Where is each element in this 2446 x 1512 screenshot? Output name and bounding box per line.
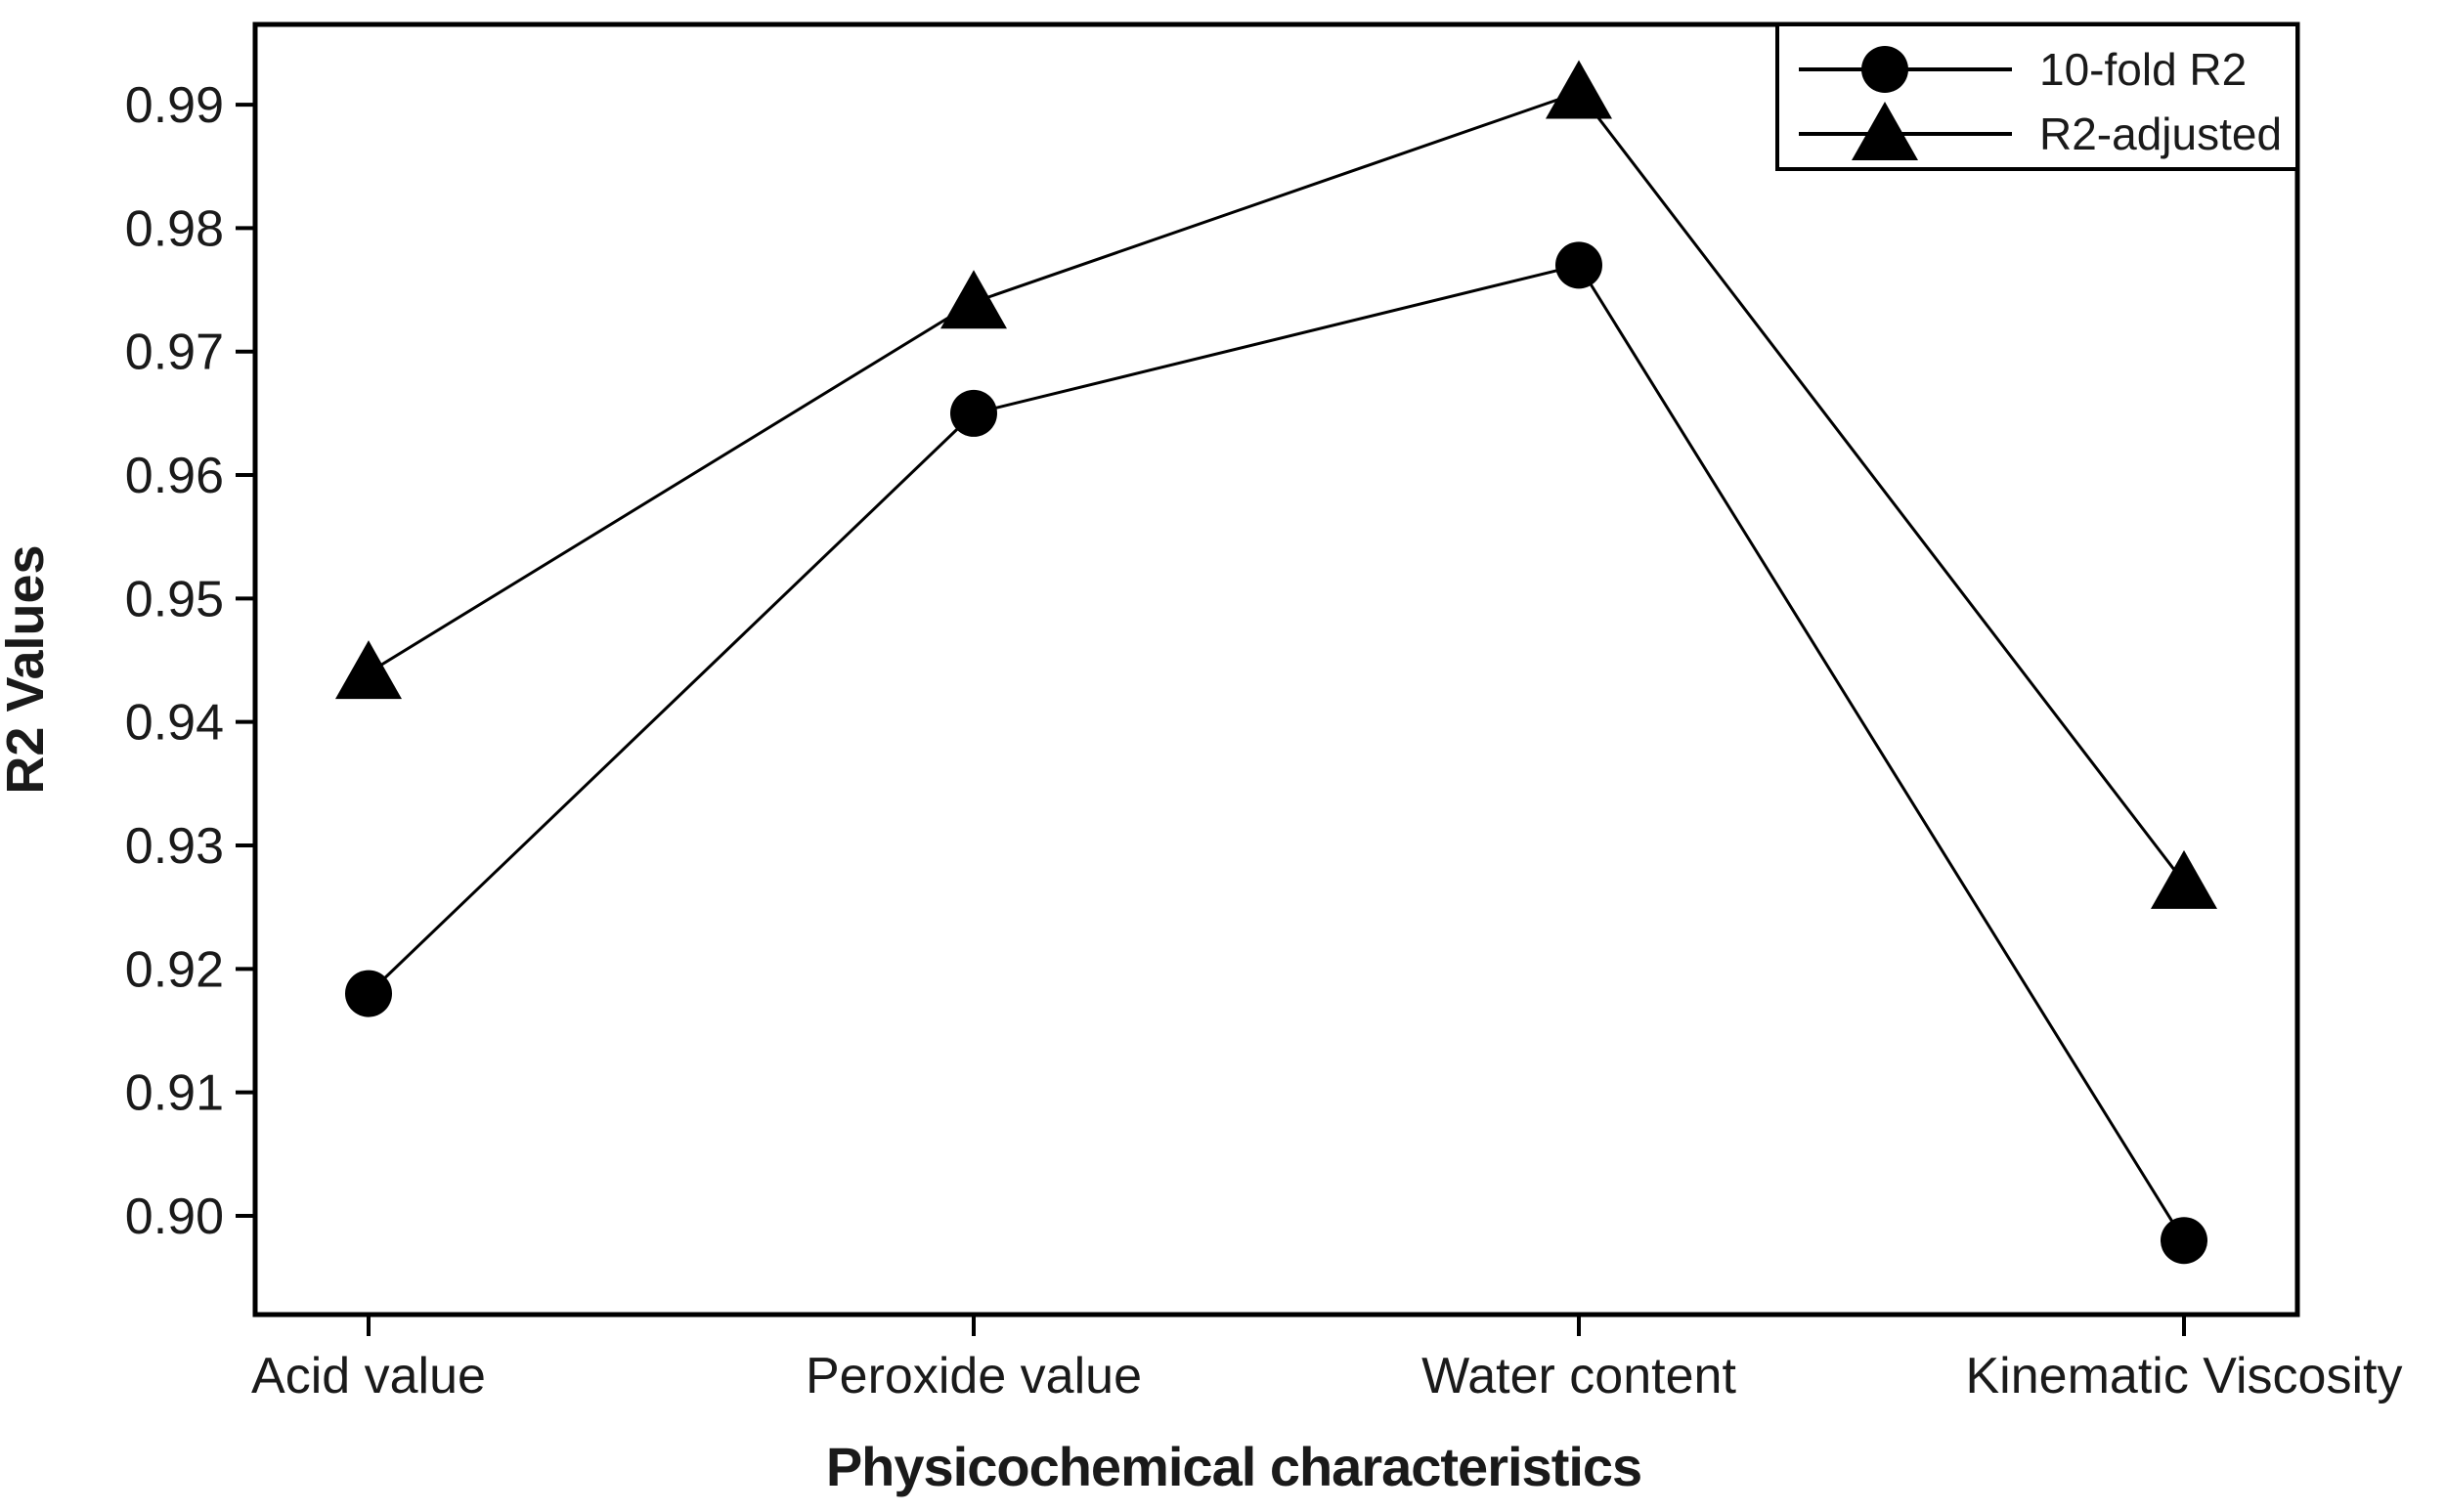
data-point-marker [335,640,402,700]
series-r2-adjusted [335,60,2217,909]
x-tick-label: Water content [1421,1348,1736,1404]
data-point-marker [345,970,392,1017]
data-point-marker [1555,241,1602,289]
legend-label: R2-adjusted [2039,108,2282,159]
y-tick-label: 0.93 [125,818,224,875]
x-tick-label: Peroxide value [806,1348,1142,1404]
legend: 10-fold R2 R2-adjusted [1775,22,2299,171]
series-line [368,90,2186,884]
x-axis: Acid value Peroxide value Water content Kin… [251,1315,2402,1404]
y-tick-label: 0.91 [125,1065,224,1122]
data-point-marker [1546,60,1612,119]
legend-entry: 10-fold R2 [1799,44,2247,95]
data-point-marker [940,270,1007,329]
data-point-marker [950,389,997,437]
legend-entry: R2-adjusted [1799,102,2282,160]
y-tick-label: 0.96 [125,448,224,504]
y-tick-label: 0.97 [125,324,224,381]
series-10-fold-r2 [345,241,2207,1265]
y-tick-label: 0.92 [125,941,224,998]
y-axis-title: R2 Values [0,544,55,794]
y-tick-label: 0.98 [125,200,224,257]
data-point-marker [2151,849,2217,909]
plot-area [252,22,2300,1318]
data-point-marker [2161,1217,2207,1265]
y-tick-label: 0.90 [125,1188,224,1245]
plot-border [252,22,2300,1318]
x-tick-label: Kinematic Viscosity [1966,1348,2403,1404]
legend-circle-marker [1861,46,1908,93]
y-axis: 0.90 0.91 0.92 0.93 0.94 0.95 0.96 0.97 0.98 0.99 [125,77,255,1245]
x-axis-title: Physicochemical characteristics [826,1436,1641,1497]
x-tick-label: Acid value [251,1348,486,1404]
series-group [335,60,2217,1265]
legend-label: 10-fold R2 [2039,44,2247,95]
y-tick-label: 0.99 [125,77,224,134]
y-tick-label: 0.95 [125,571,224,627]
series-line [367,263,2186,1242]
y-tick-label: 0.94 [125,695,224,752]
legend-triangle-marker [1852,102,1918,160]
